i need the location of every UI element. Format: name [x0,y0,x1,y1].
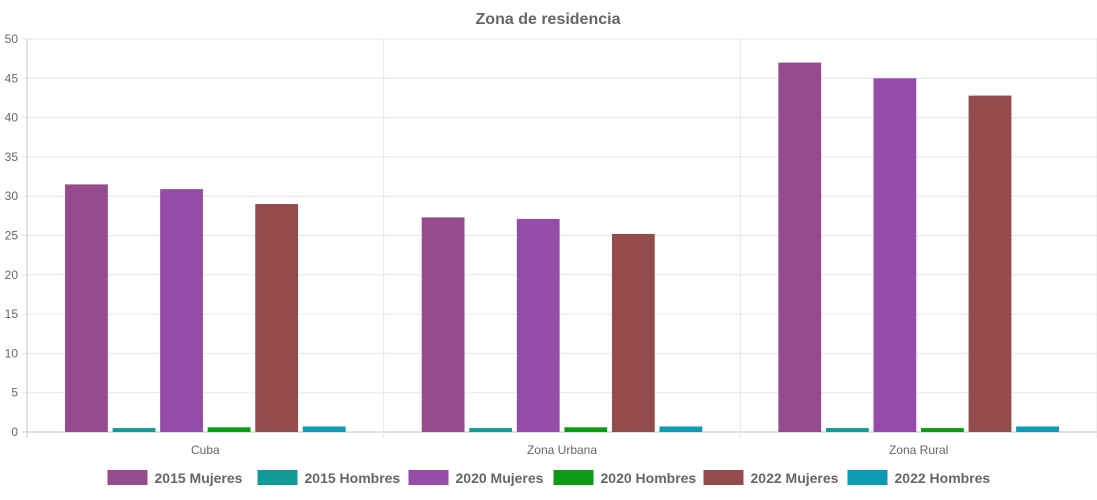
x-tick-label: Zona Rural [889,443,948,457]
y-tick-label: 15 [5,307,19,321]
legend-item[interactable]: 2020 Mujeres [408,470,544,486]
bar[interactable]: 2020 Hombres: 0.6 [564,427,608,432]
x-tick-label: Zona Urbana [527,443,597,457]
legend-label: 2020 Hombres [601,470,697,486]
legend-label: 2015 Mujeres [155,470,243,486]
legend-label: 2022 Hombres [895,470,991,486]
bar[interactable]: 2015 Mujeres: 31.5 [65,184,108,432]
y-tick-label: 20 [5,268,19,282]
y-tick-label: 35 [5,150,19,164]
legend-swatch [257,470,298,485]
legend-label: 2020 Mujeres [456,470,544,486]
y-tick-label: 45 [5,71,19,85]
legend-swatch [107,470,148,485]
bar[interactable]: 2020 Hombres: 0.5 [921,428,964,432]
y-tick-label: 0 [11,425,18,439]
bar[interactable]: 2022 Hombres: 0.7 [1016,426,1059,432]
bar[interactable]: 2015 Hombres: 0.5 [825,428,869,432]
chart-title: Zona de residencia [476,11,621,28]
bar[interactable]: 2022 Hombres: 0.7 [302,426,346,432]
legend-swatch [408,470,449,485]
bar[interactable]: 2015 Mujeres: 47 [778,62,822,432]
legend-item[interactable]: 2022 Hombres [847,470,991,486]
legend-item[interactable]: 2022 Mujeres [703,470,839,486]
y-axis-ticks: 0 5 10 15 20 25 30 35 40 45 50 [5,32,19,439]
bar[interactable]: 2020 Mujeres: 30.9 [160,189,203,432]
x-tick-label: Cuba [191,443,220,457]
y-tick-label: 40 [5,111,19,125]
legend-label: 2022 Mujeres [751,470,839,486]
bar[interactable]: 2015 Mujeres: 27.3 [421,217,465,432]
legend-swatch [703,470,744,485]
bar[interactable]: 2022 Hombres: 0.7 [659,426,703,432]
bar[interactable]: 2020 Mujeres: 45 [873,78,917,433]
bar[interactable]: 2015 Hombres: 0.5 [469,428,513,432]
legend-label: 2015 Hombres [305,470,401,486]
y-tick-label: 10 [5,346,19,360]
bar[interactable]: 2022 Mujeres: 25.2 [611,233,655,432]
y-tick-label: 5 [11,386,18,400]
legend-swatch [553,470,594,485]
legend[interactable]: 2015 Mujeres 2015 Hombres 2020 Mujeres 2020… [107,470,991,486]
legend-item[interactable]: 2020 Hombres [553,470,697,486]
legend-item[interactable]: 2015 Hombres [257,470,401,486]
y-tick-label: 50 [5,32,19,46]
x-axis-ticks: Cuba Zona Urbana Zona Rural [191,443,948,457]
y-tick-label: 30 [5,189,19,203]
legend-item[interactable]: 2015 Mujeres [107,470,243,486]
bar[interactable]: 2020 Mujeres: 27.1 [516,218,560,432]
bar[interactable]: 2020 Hombres: 0.6 [207,427,251,432]
bars: 2015 Mujeres: 31.52015 Hombres: 0.52020 … [65,62,1059,433]
bar[interactable]: 2022 Mujeres: 29 [255,204,299,432]
legend-swatch [847,470,888,485]
y-tick-label: 25 [5,229,19,243]
bar[interactable]: 2015 Hombres: 0.5 [112,428,156,432]
bar[interactable]: 2022 Mujeres: 42.8 [968,95,1012,432]
